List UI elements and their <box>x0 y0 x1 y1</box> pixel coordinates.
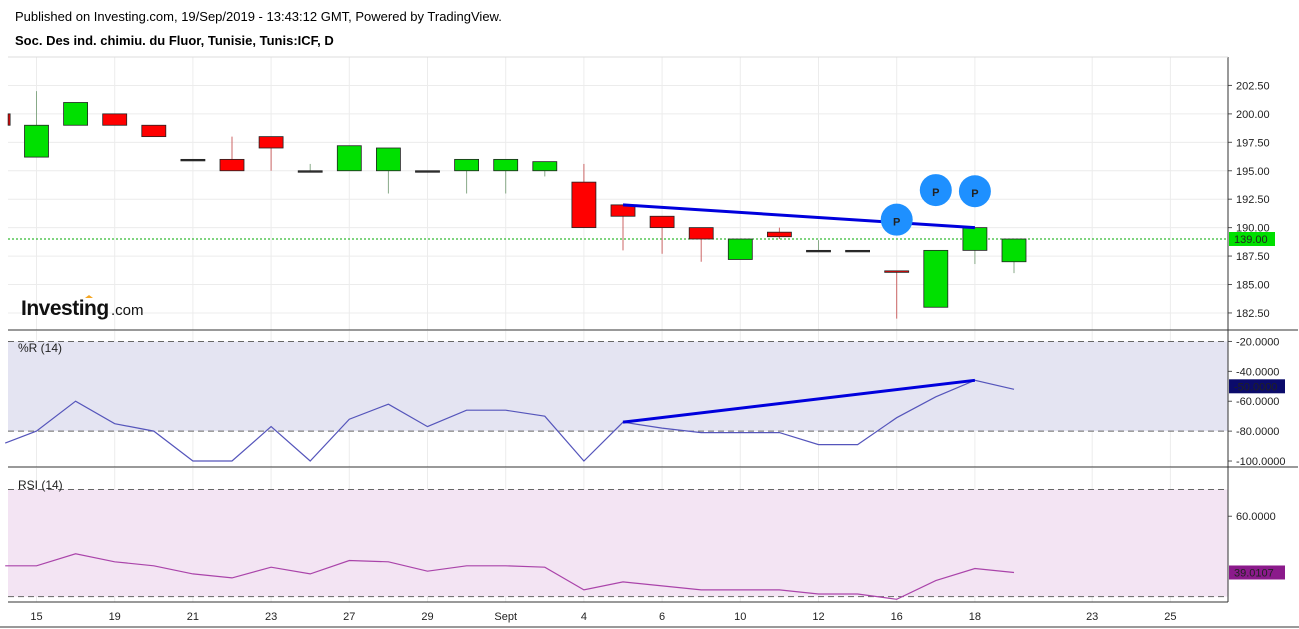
last-price-badge <box>1229 232 1275 246</box>
y-tick-label: -40.0000 <box>1236 366 1279 378</box>
x-tick-label: 12 <box>812 611 824 623</box>
y-tick-label: 60.0000 <box>1236 511 1276 523</box>
candle-body <box>141 124 167 138</box>
x-tick-label: 21 <box>187 611 199 623</box>
candle-body <box>727 238 753 260</box>
x-tick-label: 29 <box>421 611 433 623</box>
candle-body <box>454 158 480 172</box>
x-axis: 15 19 21 23 27 29 Sept 4 6 10 12 16 18 23 25 <box>30 611 1176 623</box>
y-tick-label: 197.50 <box>1236 137 1270 149</box>
indicator-band <box>8 341 1228 432</box>
rsi-pane: 60.0000 39.0107 RSI (14) <box>5 468 1285 602</box>
price-trendline <box>622 203 975 230</box>
x-tick-label: 6 <box>659 611 665 623</box>
indicator-line <box>5 553 1015 600</box>
y-tick-label: -20.0000 <box>1236 336 1279 348</box>
x-tick-label: 18 <box>969 611 981 623</box>
candle-body <box>63 102 88 126</box>
pattern-marker-label: P <box>932 187 939 199</box>
chart-frame <box>0 56 1299 628</box>
candle-body <box>102 113 128 126</box>
y-tick-label: 182.50 <box>1236 308 1270 320</box>
candle-body <box>493 158 519 172</box>
last-value-label: 39.0107 <box>1234 567 1274 579</box>
y-tick-label: 185.00 <box>1236 280 1270 292</box>
x-tick-label: 10 <box>734 611 746 623</box>
candle-body <box>649 215 675 229</box>
y-tick-label: 190.00 <box>1236 223 1270 235</box>
y-tick-label: 200.00 <box>1236 109 1270 121</box>
candle-body <box>415 170 440 173</box>
indicator-trendline <box>622 378 976 424</box>
x-tick-label: 19 <box>109 611 121 623</box>
pattern-marker-icon <box>880 203 913 236</box>
x-tick-label: Sept <box>494 611 517 623</box>
y-tick-label: 187.50 <box>1236 251 1270 263</box>
x-tick-label: 23 <box>1086 611 1098 623</box>
last-value-badge <box>1229 379 1285 394</box>
candle-body <box>806 249 831 253</box>
y-tick-label: 202.50 <box>1236 80 1270 92</box>
y-tick-label: 195.00 <box>1236 166 1270 178</box>
logo-main-text: Investing <box>21 297 109 320</box>
candle-body <box>258 136 284 149</box>
candle-body <box>845 249 870 253</box>
pattern-marker-label: P <box>893 217 900 229</box>
candle-body <box>1001 238 1027 263</box>
y-tick-label: 192.50 <box>1236 194 1270 206</box>
indicator-line <box>4 379 1015 462</box>
x-tick-label: 15 <box>30 611 42 623</box>
indicator-band <box>8 489 1228 597</box>
x-tick-label: 16 <box>891 611 903 623</box>
candle-body <box>180 158 206 162</box>
candle-body <box>219 158 245 172</box>
candle-body <box>24 124 49 158</box>
last-value-label: -50.0000 <box>1234 381 1277 393</box>
candle-body <box>336 145 362 172</box>
pattern-marker-icon <box>919 174 952 207</box>
y-tick-label: -100.0000 <box>1236 456 1286 468</box>
investing-logo: Investing .com <box>21 295 144 320</box>
pane-title: RSI (14) <box>18 478 63 492</box>
x-tick-label: 25 <box>1164 611 1176 623</box>
x-tick-label: 27 <box>343 611 355 623</box>
pattern-marker-label: P <box>971 188 978 200</box>
logo-suffix-text: .com <box>111 302 144 319</box>
williams-r-pane: -20.0000 -40.0000 -60.0000 -80.0000 -100.000… <box>4 331 1286 468</box>
last-value-badge <box>1229 565 1285 580</box>
x-tick-label: 23 <box>265 611 277 623</box>
candle-body <box>884 270 910 273</box>
candle-body <box>688 227 714 240</box>
candle-body <box>767 231 792 238</box>
candle-body <box>7 113 11 126</box>
candle-body <box>532 161 558 172</box>
candle-body <box>297 170 323 173</box>
y-tick-label: -80.0000 <box>1236 426 1279 438</box>
pane-title: %R (14) <box>18 341 62 355</box>
y-tick-label: -60.0000 <box>1236 396 1279 408</box>
last-price-label: 139.00 <box>1234 234 1268 246</box>
candle-body <box>375 147 401 172</box>
candle-body <box>571 181 597 229</box>
x-tick-label: 4 <box>581 611 587 623</box>
price-pane: 202.50 200.00 197.50 195.00 192.50 190.00 187.… <box>7 57 1275 330</box>
candle-body <box>962 227 988 251</box>
symbol-title: Soc. Des ind. chimiu. du Fluor, Tunisie,… <box>15 33 334 48</box>
published-caption: Published on Investing.com, 19/Sep/2019 … <box>15 9 502 24</box>
pattern-marker-icon <box>958 175 991 208</box>
candle-body <box>923 249 949 308</box>
logo-accent-icon <box>85 295 93 298</box>
